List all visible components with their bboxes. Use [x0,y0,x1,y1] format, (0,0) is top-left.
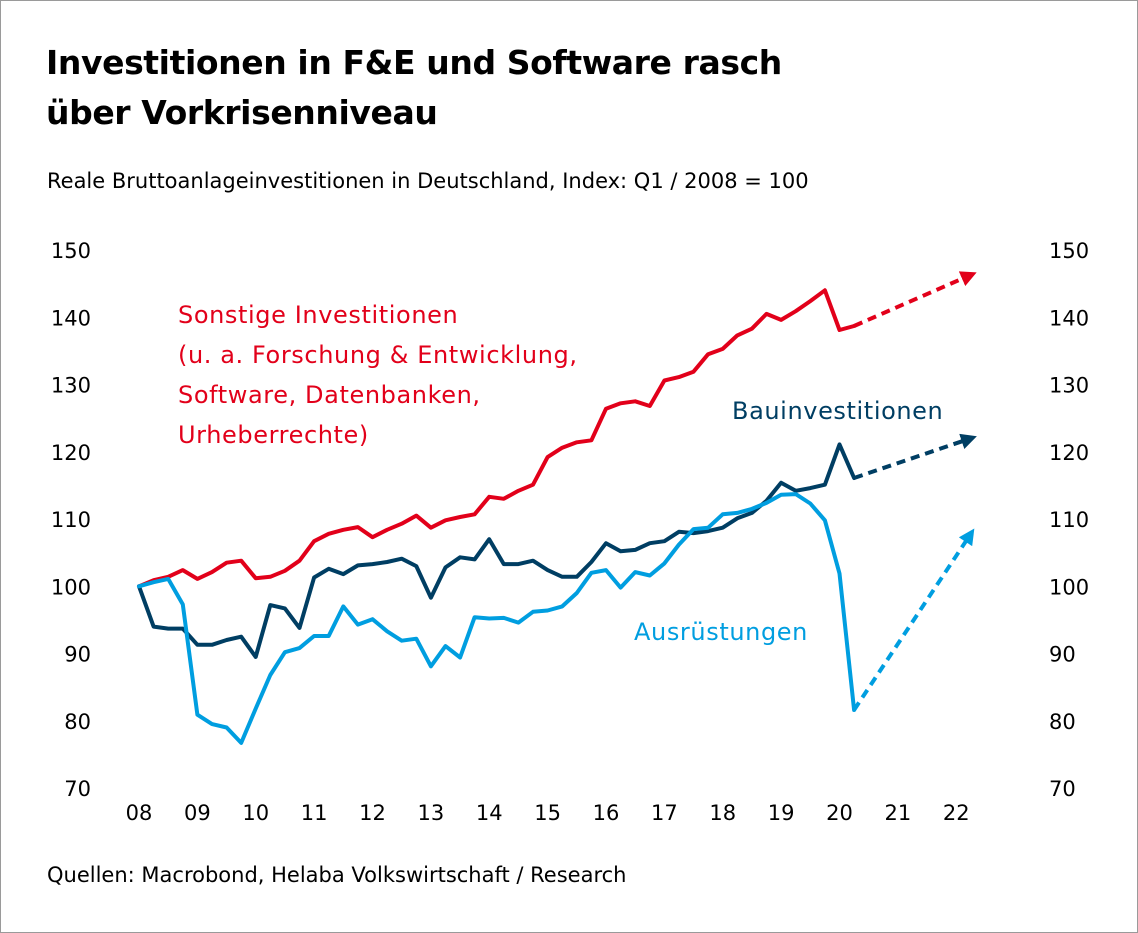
y-tick-right-140: 140 [1049,306,1089,330]
y-tick-right-70: 70 [1049,777,1076,801]
source-note: Quellen: Macrobond, Helaba Volkswirtscha… [47,863,627,887]
y-tick-right-110: 110 [1049,508,1089,532]
forecast-arrow-ausruestungen [852,528,975,712]
y-tick-left-80: 80 [64,710,91,734]
forecast-arrow-bauinvestitionen [853,433,977,480]
y-tick-left-140: 140 [51,306,91,330]
y-tick-left-150: 150 [51,239,91,263]
y-tick-right-130: 130 [1049,374,1089,398]
chart-title-line-2: über Vorkrisenniveau [46,93,438,132]
series-line-bauinvestitionen [137,442,857,659]
y-tick-right-90: 90 [1049,643,1076,667]
x-tick-16: 16 [593,801,620,825]
y-tick-left-100: 100 [51,575,91,599]
y-tick-left-70: 70 [64,777,91,801]
series-label-sonstige-line-2: (u. a. Forschung & Entwicklung, [178,341,578,369]
series-label-ausruestungen: Ausrüstungen [634,618,808,646]
y-tick-right-100: 100 [1049,575,1089,599]
series-label-sonstige-line-3: Software, Datenbanken, [178,381,481,409]
x-tick-21: 21 [884,801,911,825]
y-tick-left-120: 120 [51,441,91,465]
forecast-arrow-sonstige-investitionen [853,271,977,328]
x-tick-15: 15 [534,801,561,825]
y-tick-right-80: 80 [1049,710,1076,734]
x-tick-19: 19 [768,801,795,825]
y-tick-right-120: 120 [1049,441,1089,465]
chart-subtitle: Reale Bruttoanlageinvestitionen in Deuts… [47,169,809,193]
series-labels: Sonstige Investitionen (u. a. Forschung … [178,301,943,646]
series-label-bauinvestitionen: Bauinvestitionen [732,397,943,425]
y-tick-right-150: 150 [1049,239,1089,263]
series-label-sonstige-line-4: Urheberrechte) [178,421,369,449]
x-axis: 08 09 10 11 12 13 14 15 16 17 18 19 20 21 22 [126,801,970,825]
series-line-ausruestungen [137,492,857,745]
y-axis-right: 150 140 130 120 110 100 90 80 70 [1049,239,1089,801]
chart-title: Investitionen in F&E und Software rasch … [46,38,1046,138]
x-tick-12: 12 [359,801,386,825]
x-tick-09: 09 [184,801,211,825]
y-tick-left-110: 110 [51,508,91,532]
x-tick-20: 20 [826,801,853,825]
series-label-sonstige-line-1: Sonstige Investitionen [178,301,458,329]
x-tick-10: 10 [242,801,269,825]
y-axis-left: 150 140 130 120 110 100 90 80 70 [51,239,91,801]
x-tick-18: 18 [709,801,736,825]
y-tick-left-130: 130 [51,374,91,398]
chart-title-line-1: Investitionen in F&E und Software rasch [46,43,782,82]
x-tick-22: 22 [943,801,970,825]
series-lines [137,271,977,745]
x-tick-11: 11 [301,801,328,825]
x-tick-14: 14 [476,801,503,825]
x-tick-13: 13 [417,801,444,825]
series-line-sonstige-investitionen [137,288,857,589]
x-tick-17: 17 [651,801,678,825]
y-tick-left-90: 90 [64,643,91,667]
x-tick-08: 08 [126,801,153,825]
